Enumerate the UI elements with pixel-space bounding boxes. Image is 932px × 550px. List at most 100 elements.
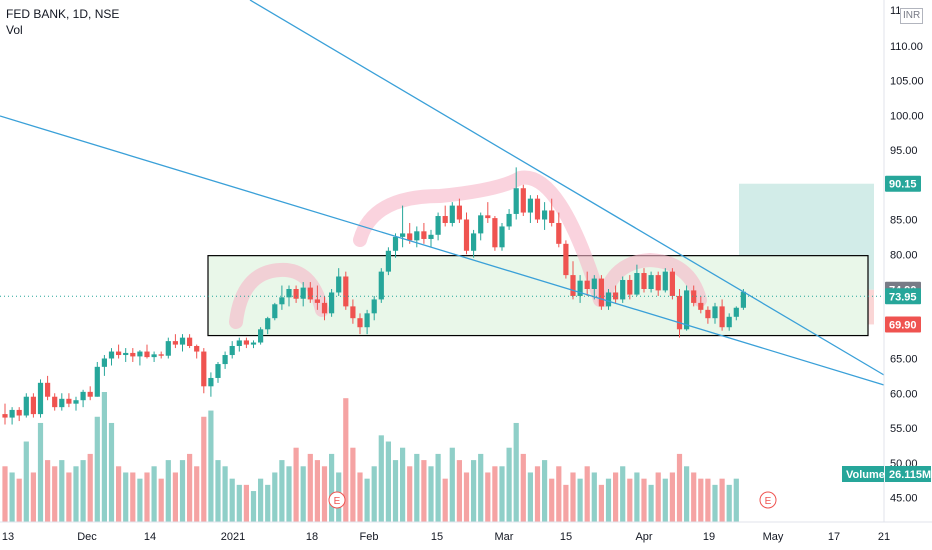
candle-body [655,275,661,291]
x-tick-label: 13 [2,531,14,543]
volume-bar [400,447,406,522]
x-tick-label: 21 [878,531,890,543]
volume-bar [258,478,264,522]
pattern-arc-1 [229,262,329,329]
candle-body [80,391,86,401]
candle-body [613,292,619,300]
x-tick-label: 2021 [221,531,245,543]
candle-body [187,337,193,346]
earnings-marker-label: E [765,496,772,507]
volume-bar [187,453,193,522]
volume-bar [385,441,391,522]
y-tick-label: 45.00 [890,493,918,505]
candle-body [108,351,115,359]
candle-body [222,355,228,365]
symbol-title: FED BANK, 1D, NSE [6,7,120,21]
volume-bar [108,422,115,522]
currency-badge[interactable]: INR [900,8,924,24]
candle-body [676,295,683,330]
volume-bar [151,466,157,522]
candle-body [94,366,100,397]
y-tick-label: 55.00 [890,423,918,435]
candle-body [591,278,597,289]
volume-bar [350,447,356,522]
volume-bar [16,478,22,522]
volume-bar [165,460,171,522]
candle-body [258,329,264,343]
candle-body [343,276,349,307]
chart-header: FED BANK, 1D, NSE Vol [6,6,119,38]
candle-body [691,290,697,303]
candle-body [201,351,207,387]
candle-body [286,289,292,298]
candle-body [627,279,633,295]
candle-body [485,215,491,219]
candle-body [641,273,647,289]
candle-body [144,351,150,358]
earnings-marker-label: E [334,496,341,507]
volume-bar [485,472,491,522]
volume-bar [556,466,562,522]
volume-bar [222,466,228,522]
lower-trendline [0,115,885,386]
volume-indicator-label: Vol [6,23,23,37]
volume-bar [492,466,498,522]
x-tick-label: Feb [360,531,379,543]
volume-bar [130,472,136,522]
volume-bar [101,392,107,522]
candle-body [336,276,342,293]
x-tick-label: 15 [431,531,443,543]
volume-bar [669,472,675,522]
candle-body [471,233,477,251]
volume-bar [719,478,725,522]
volume-bar [684,466,690,522]
volume-bar [563,484,569,522]
earnings-marker [759,491,777,509]
volume-bar [329,453,335,522]
upper-trendline [249,0,885,376]
volume-bar [428,466,434,522]
volume-bar [577,478,583,522]
volume-bar [655,472,661,522]
candle-body [577,280,583,296]
candle-body [130,352,136,357]
volume-bar [194,466,200,522]
volume-bar [293,447,299,522]
volume-bar [272,472,278,522]
candle-body [463,219,470,251]
candle-body [293,289,299,299]
candle-body [265,318,271,330]
volume-bars [2,392,739,522]
volume-bar [307,453,313,522]
candle-body [158,354,164,356]
x-tick-label: May [763,531,784,543]
candle-body [726,316,732,328]
y-tick-label: 65.00 [890,354,918,366]
volume-value-tag [885,466,931,482]
candle-body [527,198,533,213]
candle-body [712,306,718,319]
candle-body [30,396,36,415]
y-tick-label: 60.00 [890,388,918,400]
candle-body [179,337,186,345]
candle-body [9,409,15,418]
volume-bar [250,491,257,522]
volume-value-text: 26.115M [889,469,931,481]
volume-bar [435,453,441,522]
candle-body [456,205,462,220]
y-tick-label: 110.00 [890,41,923,53]
volume-bar [691,472,697,522]
volume-bar [542,460,548,522]
candle-body [321,302,328,314]
volume-bar [179,460,186,522]
candle-body [598,278,604,307]
earnings-marker [328,491,346,509]
volume-bar [513,422,519,522]
y-tick-label: 100.00 [890,110,924,122]
volume-bar [123,472,129,522]
candle-body [73,400,79,404]
candle-body [428,234,434,239]
